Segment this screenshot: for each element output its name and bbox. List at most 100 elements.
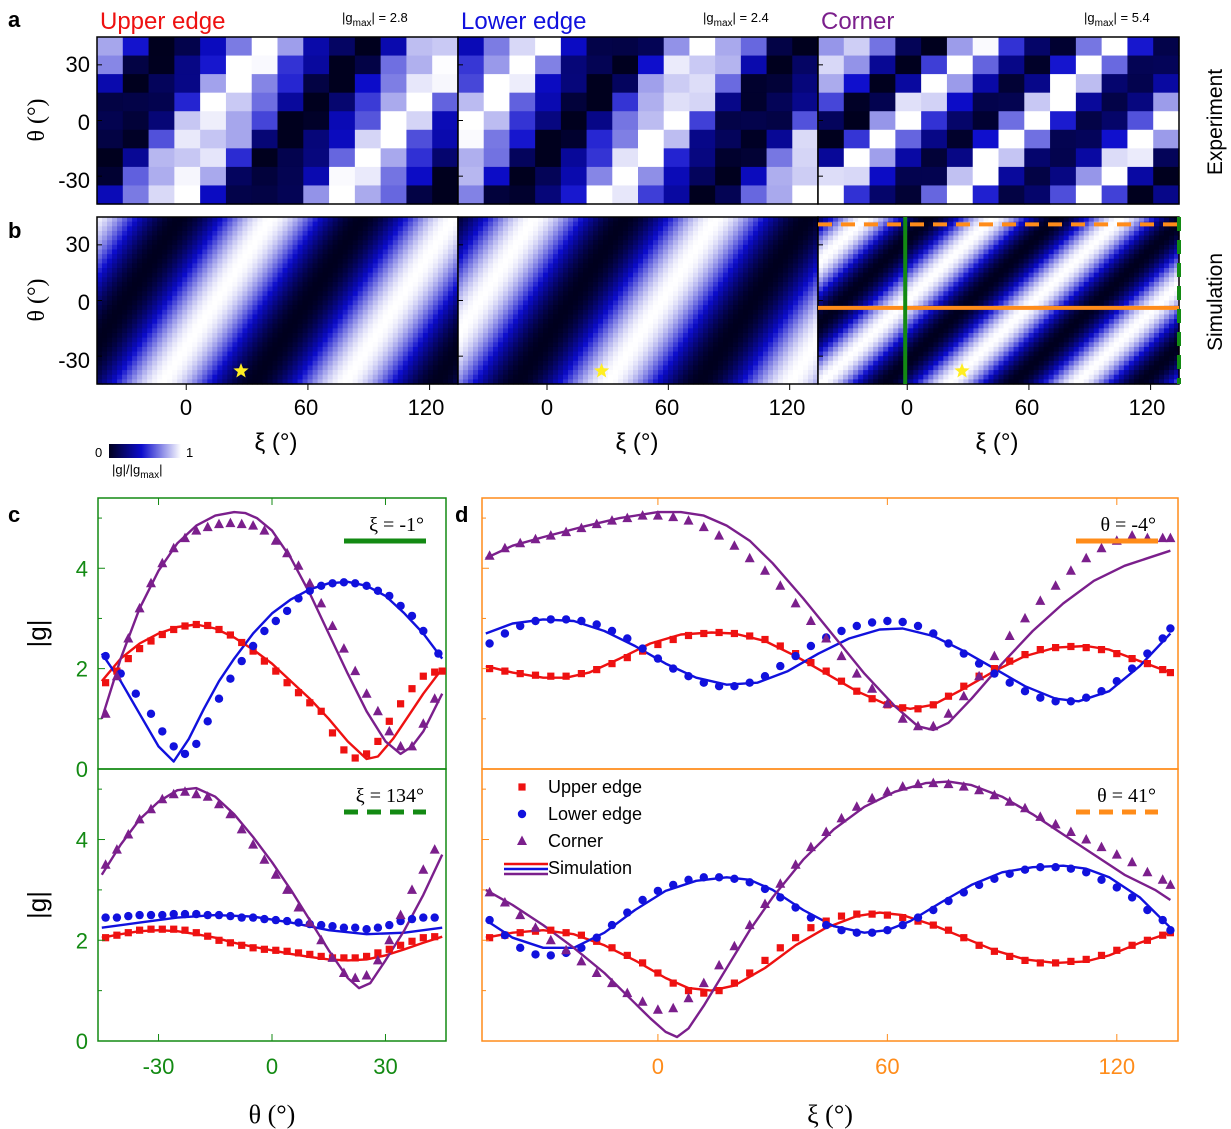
heatmap-cell [583, 235, 589, 241]
heatmap-cell [698, 305, 704, 311]
heatmap-cell [397, 374, 404, 380]
heatmap-cell [493, 217, 499, 223]
heatmap-cell [733, 235, 739, 241]
heatmap-cell [788, 263, 794, 269]
heatmap-cell [97, 230, 103, 237]
heatmap-cell [342, 217, 349, 223]
heatmap-cell [287, 356, 294, 362]
heatmap-cell [437, 323, 444, 329]
heatmap-cell [693, 300, 699, 306]
heatmap-cell [683, 258, 689, 264]
heatmap-cell [437, 356, 444, 362]
heatmap-cell [808, 305, 814, 311]
heatmap-cell [277, 272, 284, 278]
heatmap-cell [623, 328, 629, 334]
heatmap-cell [798, 258, 804, 264]
heatmap-cell [593, 295, 599, 302]
heatmap-cell [738, 217, 744, 223]
heatmap-cell [653, 240, 659, 246]
heatmap-cell [242, 314, 249, 320]
heatmap-cell [723, 268, 729, 274]
heatmap-cell [788, 235, 794, 241]
heatmap-cell [407, 244, 414, 251]
heatmap-cell [513, 235, 519, 241]
heatmap-cell [778, 300, 784, 306]
heatmap-cell [447, 323, 454, 329]
heatmap-cell [417, 328, 424, 334]
heatmap-cell [513, 305, 519, 311]
heatmap-cell [427, 356, 434, 362]
heatmap-cell [147, 258, 153, 264]
heatmap-cell [207, 235, 213, 241]
heatmap-cell [187, 342, 193, 348]
heatmap-cell [447, 379, 454, 385]
heatmap-cell [528, 263, 534, 269]
heatmap-cell [382, 230, 389, 237]
heatmap-cell [392, 374, 399, 380]
heatmap-cell [222, 342, 228, 348]
heatmap-cell [612, 166, 639, 187]
heatmap-cell [392, 319, 399, 325]
heatmap-cell [332, 286, 339, 292]
heatmap-cell [708, 328, 714, 334]
heatmap-cell [392, 314, 399, 320]
heatmap-cell [493, 258, 499, 264]
heatmap-cell [167, 305, 173, 311]
heatmap-cell [117, 263, 123, 269]
heatmap-cell [342, 235, 349, 241]
heatmap-cell [212, 291, 218, 297]
heatmap-cell [603, 217, 609, 223]
heatmap-cell [252, 323, 259, 329]
heatmap-cell [633, 337, 639, 343]
heatmap-cell [623, 295, 629, 302]
heatmap-cell [452, 226, 459, 232]
heatmap-cell [488, 272, 494, 278]
heatmap-cell [813, 272, 819, 278]
heatmap-cell [362, 263, 369, 269]
heatmap-cell [478, 300, 484, 306]
heatmap-cell [538, 221, 544, 227]
heatmap-cell [312, 346, 319, 353]
heatmap-cell [367, 356, 374, 362]
heatmap-cell [593, 291, 599, 297]
heatmap-cell [112, 342, 118, 348]
heatmap-cell [342, 230, 349, 237]
heatmap-cell [808, 281, 814, 288]
heatmap-cell [668, 263, 674, 269]
heatmap-cell [187, 240, 193, 246]
heatmap-cell [137, 240, 143, 246]
heatmap-cell [122, 286, 128, 292]
heatmap-cell [412, 226, 419, 232]
heatmap-cell [427, 281, 434, 288]
heatmap-cell [703, 258, 709, 264]
heatmap-cell [813, 230, 819, 237]
heatmap-cell [463, 323, 469, 329]
heatmap-cell [663, 305, 669, 311]
heatmap-cell [277, 235, 284, 241]
heatmap-cell [327, 254, 334, 260]
heatmap-cell [272, 217, 279, 223]
heatmap-cell [422, 277, 429, 283]
heatmap-cell [187, 319, 193, 325]
heatmap-cell [152, 258, 158, 264]
heatmap-cell [382, 272, 389, 278]
heatmap-cell [207, 323, 213, 329]
heatmap-cell [117, 337, 123, 343]
heatmap-cell [813, 286, 819, 292]
heatmap-cell [147, 305, 153, 311]
heatmap-cell [437, 332, 444, 339]
heatmap-cell [152, 300, 158, 306]
heatmap-cell [578, 281, 584, 288]
heatmap-cell [535, 111, 562, 131]
heatmap-cell [618, 244, 624, 251]
heatmap-cell [297, 337, 304, 343]
heatmap-cell [583, 217, 589, 223]
heatmap-cell [142, 370, 148, 376]
heatmap-cell [763, 221, 769, 227]
heatmap-cell [713, 332, 719, 339]
heatmap-cell [257, 295, 264, 302]
heatmap-cell [618, 217, 624, 223]
heatmap-cell [152, 226, 158, 232]
heatmap-cell [172, 295, 178, 302]
heatmap-cell [598, 337, 604, 343]
